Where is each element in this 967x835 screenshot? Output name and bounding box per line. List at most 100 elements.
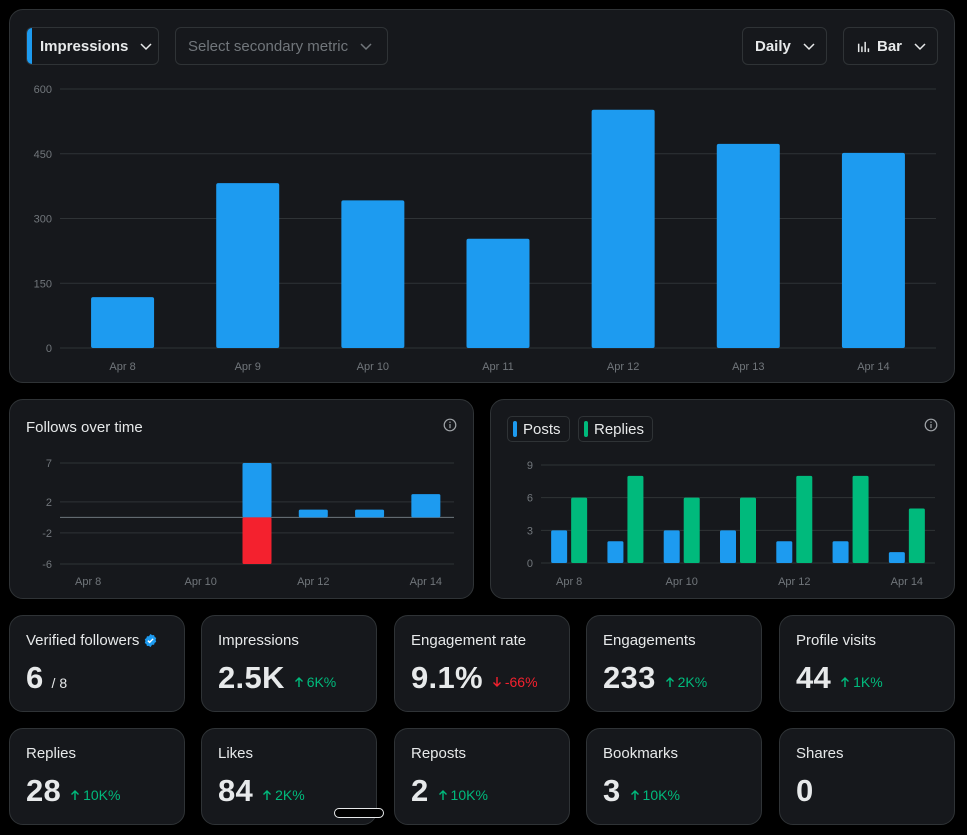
stat-value-row: 44 1K% <box>796 660 883 696</box>
bar-posts[interactable] <box>832 541 849 563</box>
arrow-up-icon <box>294 677 303 687</box>
x-tick-label: Apr 14 <box>857 361 889 373</box>
bar-impressions[interactable] <box>591 109 655 348</box>
stat-card-reposts[interactable]: Reposts 2 10K% <box>394 728 570 825</box>
stat-value-row: 6 / 8 <box>26 660 67 696</box>
stat-value: 9.1% <box>411 660 483 695</box>
info-icon[interactable] <box>924 418 938 432</box>
stat-card-profile-visits[interactable]: Profile visits 44 1K% <box>779 615 955 712</box>
stat-card-replies[interactable]: Replies 28 10K% <box>9 728 185 825</box>
bar-posts[interactable] <box>776 541 793 563</box>
chart-type-label: Bar <box>877 37 903 55</box>
x-tick-label: Apr 14 <box>410 576 442 588</box>
stat-value-row: 0 <box>796 773 814 809</box>
stat-value-row: 233 2K% <box>603 660 707 696</box>
stat-value: 84 <box>218 773 254 808</box>
bar-posts[interactable] <box>551 530 568 563</box>
bar-follows[interactable] <box>298 509 328 518</box>
x-tick-label: Apr 10 <box>185 576 217 588</box>
bar-replies[interactable] <box>627 475 644 563</box>
x-tick-label: Apr 12 <box>778 576 810 588</box>
y-tick-label: 450 <box>34 149 52 161</box>
stat-value: 44 <box>796 660 832 695</box>
bar-posts[interactable] <box>607 541 624 563</box>
stat-label: Reposts <box>411 745 467 762</box>
stat-delta: 10K% <box>437 787 488 803</box>
legend-replies-swatch <box>584 421 588 437</box>
bar-replies[interactable] <box>852 475 869 563</box>
bar-impressions[interactable] <box>841 152 905 348</box>
bar-unfollows[interactable] <box>242 517 272 564</box>
bar-replies[interactable] <box>740 497 756 563</box>
stat-card-verified-followers[interactable]: Verified followers 6 / 8 <box>9 615 185 712</box>
stat-delta: -66% <box>491 674 538 690</box>
stat-label: Shares <box>796 745 844 762</box>
legend-replies[interactable]: Replies <box>578 416 654 442</box>
stat-card-engagement-rate[interactable]: Engagement rate 9.1% -66% <box>394 615 570 712</box>
primary-metric-dropdown[interactable]: Impressions <box>26 27 159 65</box>
x-tick-label: Apr 13 <box>732 361 764 373</box>
bar-posts[interactable] <box>888 552 905 563</box>
y-tick-label: 9 <box>527 460 533 472</box>
bar-follows[interactable] <box>355 509 385 518</box>
x-tick-label: Apr 9 <box>235 361 261 373</box>
main-chart-card: Impressions Select secondary metric Dail… <box>9 9 955 383</box>
chevron-down-icon <box>140 43 152 51</box>
follows-card-title: Follows over time <box>26 419 143 436</box>
y-tick-label: 150 <box>34 278 52 290</box>
bar-chart-icon <box>857 41 870 52</box>
scroll-indicator[interactable] <box>334 808 384 818</box>
bar-replies[interactable] <box>908 508 925 563</box>
bar-follows[interactable] <box>242 463 272 518</box>
bar-posts[interactable] <box>720 530 736 563</box>
stat-delta: 2K% <box>664 674 707 690</box>
stat-card-impressions[interactable]: Impressions 2.5K 6K% <box>201 615 377 712</box>
bar-replies[interactable] <box>571 497 588 563</box>
stat-value-row: 2 10K% <box>411 773 488 809</box>
x-tick-label: Apr 10 <box>357 361 389 373</box>
stat-card-engagements[interactable]: Engagements 233 2K% <box>586 615 762 712</box>
chart-type-dropdown[interactable]: Bar <box>843 27 938 65</box>
arrow-up-icon <box>263 790 272 800</box>
bar-posts[interactable] <box>663 530 680 563</box>
info-icon[interactable] <box>443 418 457 432</box>
stat-card-bookmarks[interactable]: Bookmarks 3 10K% <box>586 728 762 825</box>
posts-replies-bar-chart: 0 3 6 9 Apr 8 Apr 10 Apr 12 Apr 14 <box>527 460 935 588</box>
bar-follows[interactable] <box>411 494 441 518</box>
stat-value: 233 <box>603 660 656 695</box>
stat-delta: 1K% <box>839 674 883 690</box>
y-tick-label: 0 <box>527 558 533 570</box>
stat-value: 28 <box>26 773 62 808</box>
follows-card: Follows over time 7 2 -2 -6 Apr 8 Apr 10 Apr 1… <box>9 399 474 599</box>
arrow-down-icon <box>492 677 501 687</box>
x-tick-label: Apr 12 <box>607 361 639 373</box>
stat-card-shares[interactable]: Shares 0 <box>779 728 955 825</box>
stat-label: Engagements <box>603 632 696 649</box>
arrow-up-icon <box>71 790 80 800</box>
arrow-up-icon <box>630 790 639 800</box>
legend-posts-label: Posts <box>523 420 561 438</box>
bar-impressions[interactable] <box>91 297 155 348</box>
x-tick-label: Apr 8 <box>109 361 135 373</box>
bar-impressions[interactable] <box>216 183 280 348</box>
bar-impressions[interactable] <box>716 143 780 348</box>
stat-value-row: 3 10K% <box>603 773 680 809</box>
y-tick-label: -6 <box>42 559 52 571</box>
stat-label: Verified followers <box>26 632 158 649</box>
bar-replies[interactable] <box>683 497 700 563</box>
secondary-metric-dropdown[interactable]: Select secondary metric <box>175 27 388 65</box>
secondary-metric-placeholder: Select secondary metric <box>188 37 349 55</box>
stat-value: 6 <box>26 660 44 695</box>
interval-dropdown[interactable]: Daily <box>742 27 827 65</box>
stat-label: Engagement rate <box>411 632 527 649</box>
bar-impressions[interactable] <box>341 200 405 348</box>
x-tick-label: Apr 8 <box>556 576 582 588</box>
legend-replies-label: Replies <box>594 420 645 438</box>
stat-delta: 10K% <box>629 787 680 803</box>
bar-impressions[interactable] <box>466 238 530 348</box>
stat-card-likes[interactable]: Likes 84 2K% <box>201 728 377 825</box>
follows-bar-chart: 7 2 -2 -6 Apr 8 Apr 10 Apr 12 Apr 14 <box>42 458 454 588</box>
legend-posts[interactable]: Posts <box>507 416 570 442</box>
x-tick-label: Apr 10 <box>666 576 698 588</box>
bar-replies[interactable] <box>796 475 813 563</box>
